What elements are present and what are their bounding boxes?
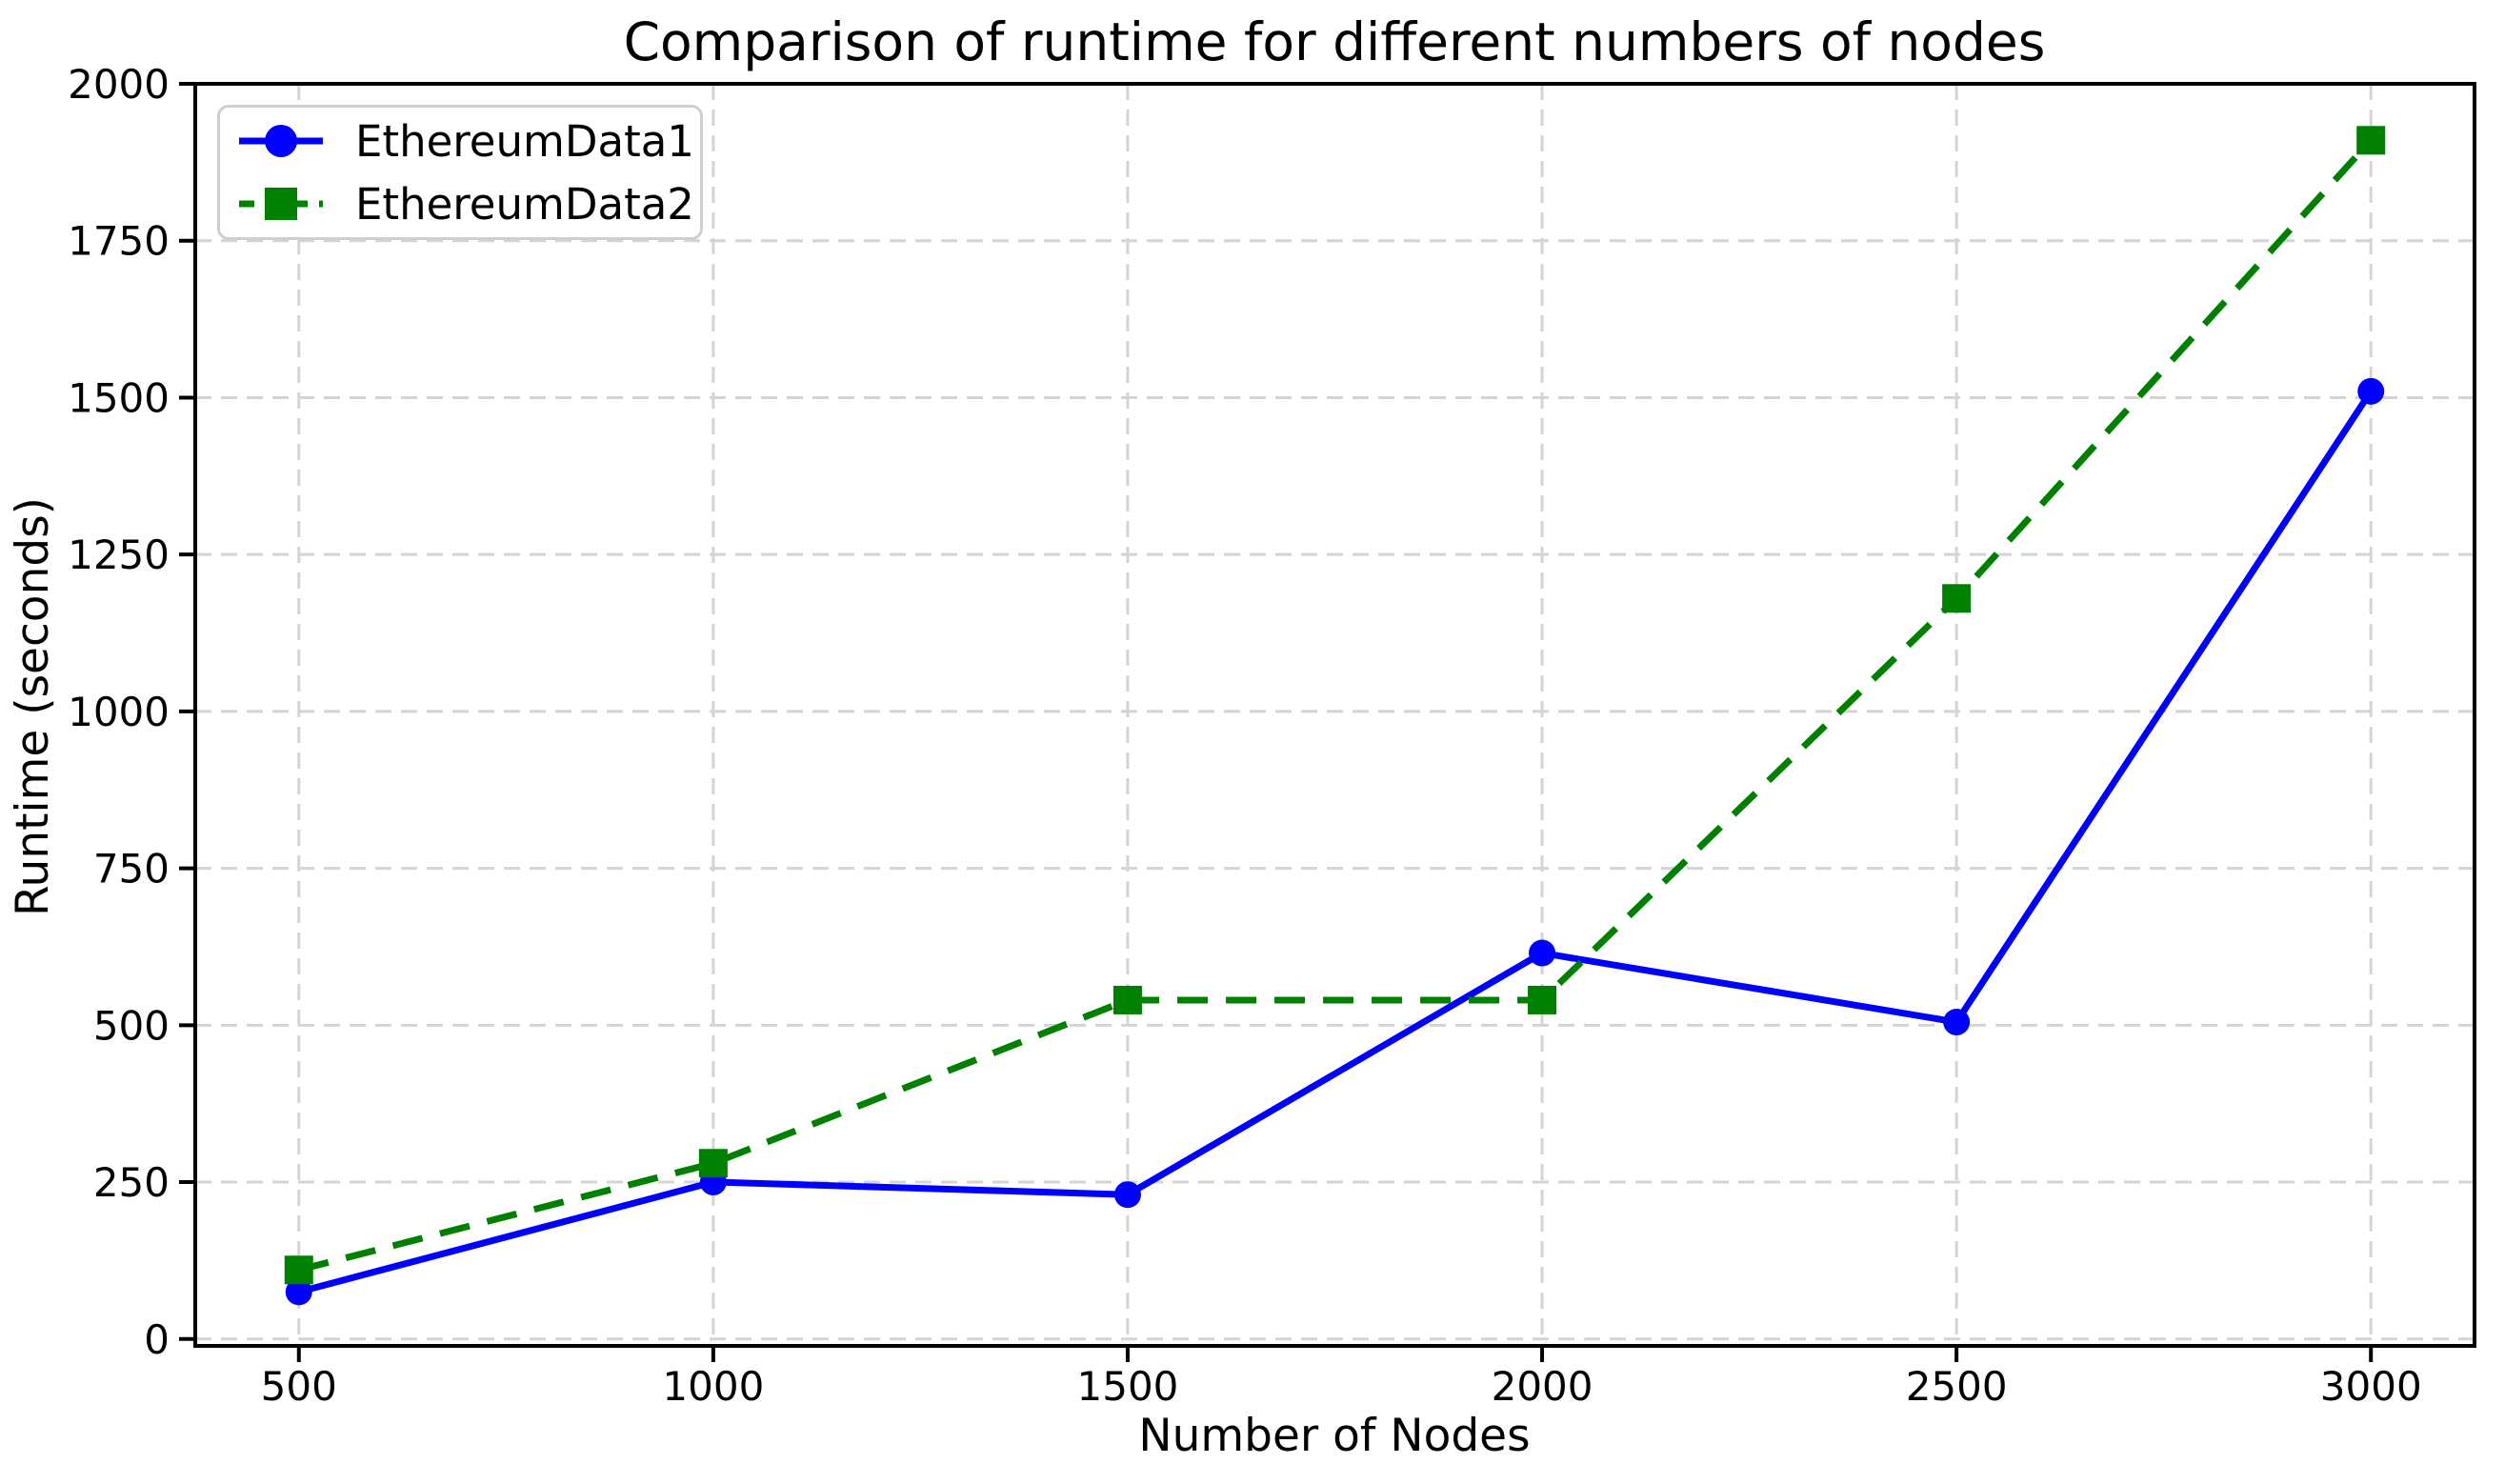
- data-point-EthereumData2-3000: [2356, 126, 2386, 155]
- series-line-EthereumData1: [297, 389, 2375, 1295]
- legend-square-marker-icon: [265, 188, 297, 220]
- y-tick-label-250: 250: [93, 1159, 170, 1206]
- legend-label-2: EthereumData2: [355, 178, 694, 230]
- x-tick-label-500: 500: [261, 1363, 337, 1410]
- legend-sample-1: [239, 125, 323, 157]
- x-tick-label-2500: 2500: [1906, 1363, 2008, 1410]
- data-point-EthereumData1-500: [285, 1278, 312, 1306]
- data-point-EthereumData1-3000: [2357, 377, 2385, 405]
- legend: EthereumData1 EthereumData2: [217, 105, 703, 240]
- y-tick-label-2000: 2000: [68, 61, 170, 108]
- y-tick-label-1250: 1250: [68, 531, 170, 578]
- series-layer: [284, 126, 2386, 1306]
- legend-item-ethereumdata1: EthereumData1: [235, 117, 700, 165]
- plot-frame: [193, 82, 2476, 1348]
- data-point-EthereumData1-2000: [1529, 939, 1556, 967]
- data-point-EthereumData2-500: [284, 1255, 313, 1285]
- y-tick-label-1000: 1000: [68, 689, 170, 735]
- data-point-EthereumData2-2500: [1942, 584, 1972, 613]
- data-point-EthereumData2-2000: [1528, 985, 1557, 1014]
- axes-layer: 500 1000 1500 2000 2500 3000 0 250 500 750 1000 125…: [68, 61, 2476, 1410]
- x-tick-label-1000: 1000: [662, 1363, 764, 1410]
- data-point-EthereumData1-2500: [1943, 1009, 1971, 1036]
- y-tick-label-500: 500: [93, 1002, 170, 1049]
- y-tick-label-0: 0: [144, 1316, 170, 1363]
- data-point-EthereumData2-1000: [698, 1149, 728, 1178]
- legend-sample-2: [239, 188, 323, 220]
- x-tick-label-1500: 1500: [1077, 1363, 1179, 1410]
- y-tick-label-750: 750: [93, 846, 170, 892]
- x-axis-label: Number of Nodes: [1138, 1410, 1530, 1462]
- legend-circle-marker-icon: [265, 125, 297, 157]
- x-tick-label-3000: 3000: [2320, 1363, 2422, 1410]
- y-tick-label-1500: 1500: [68, 374, 170, 421]
- data-point-EthereumData2-1500: [1112, 985, 1142, 1014]
- chart-title: Comparison of runtime for different numb…: [624, 11, 2046, 72]
- legend-item-ethereumdata2: EthereumData2: [235, 180, 700, 228]
- y-tick-label-1750: 1750: [68, 218, 170, 265]
- grid-layer: [195, 82, 2475, 1346]
- x-tick-label-2000: 2000: [1492, 1363, 1593, 1410]
- y-axis-label: Runtime (seconds): [7, 497, 59, 916]
- legend-label-1: EthereumData1: [355, 115, 694, 167]
- series-line-EthereumData2: [297, 137, 2374, 1273]
- data-point-EthereumData1-1500: [1113, 1181, 1141, 1209]
